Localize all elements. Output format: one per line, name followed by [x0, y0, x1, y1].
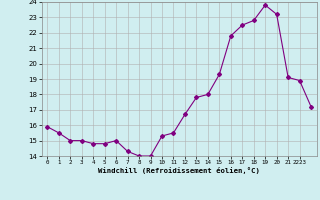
X-axis label: Windchill (Refroidissement éolien,°C): Windchill (Refroidissement éolien,°C): [98, 167, 260, 174]
